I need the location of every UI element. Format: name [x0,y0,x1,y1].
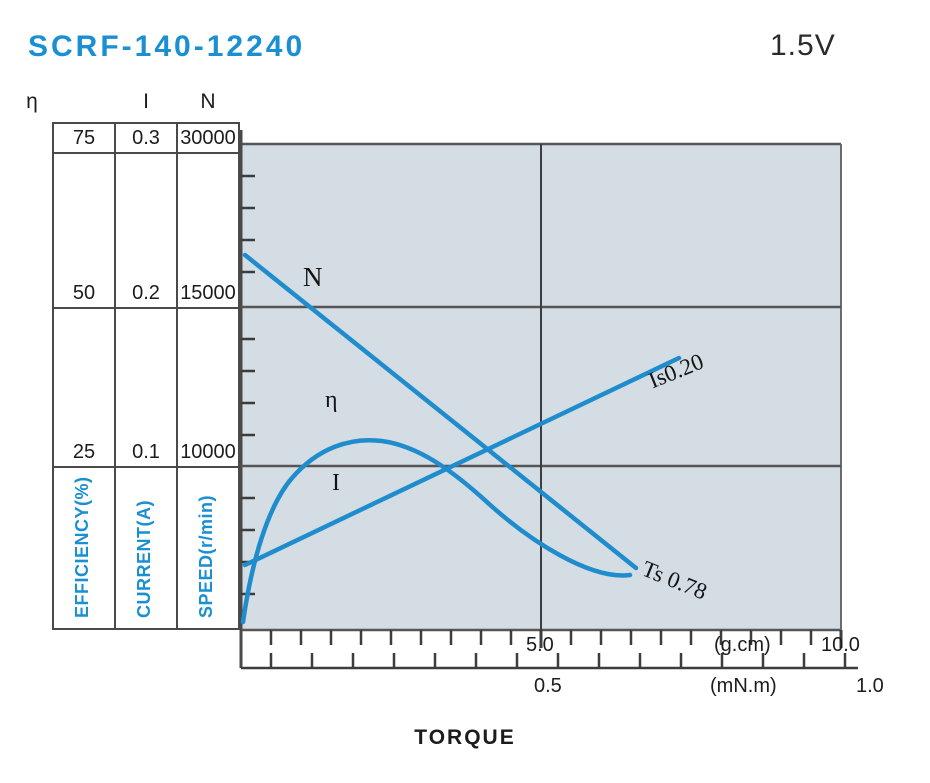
upper-torque-ticks [269,630,843,648]
scale-value-efficiency-50: 50 [72,282,96,304]
scale-rule-bottom [52,628,240,630]
upper-torque-unit: (g.cm) [714,634,771,656]
scale-value-efficiency-25: 25 [72,441,96,463]
scale-value-current-0.1: 0.1 [132,441,160,463]
lower-torque-tick-0.5: 0.5 [534,675,562,697]
lower-torque-tick-1.0: 1.0 [856,675,884,697]
scale-value-current-0.2: 0.2 [132,282,160,304]
lower-torque-unit: (mN.m) [710,675,777,697]
speed-curve [242,252,639,571]
scale-rule-lower [52,466,240,468]
efficiency-curve-label: η [325,387,338,413]
voltage-label: 1.5V [770,29,836,62]
scale-rule-under-top-row [52,152,240,154]
scale-value-speed-15000: 15000 [180,282,236,304]
upper-torque-tick-10: 10.0 [821,634,860,656]
upper-torque-tick-5: 5.0 [526,634,554,656]
efficiency-curve [240,438,633,625]
scale-rule-mid [52,307,240,309]
scale-value-speed-10000: 10000 [180,441,236,463]
current-curve [242,355,682,568]
scale-rule-top [52,122,240,124]
scale-column-speed [176,122,240,630]
axis-scale-table: 75 0.3 30000 50 0.2 15000 25 0.1 10000 E… [52,122,240,630]
axis-symbol-efficiency: η [26,90,38,113]
current-curve-label: I [332,470,340,496]
lower-torque-ticks [269,653,847,668]
axis-symbol-current: I [143,90,149,113]
scale-value-efficiency-75: 75 [72,127,96,149]
axis-symbol-speed: N [200,90,216,113]
torque-axis-title: TORQUE [414,726,516,749]
model-title: SCRF-140-12240 [28,30,306,63]
speed-curve-label: N [303,262,323,292]
scale-value-current-0.3: 0.3 [132,127,160,149]
scale-value-speed-30000: 30000 [180,127,236,149]
